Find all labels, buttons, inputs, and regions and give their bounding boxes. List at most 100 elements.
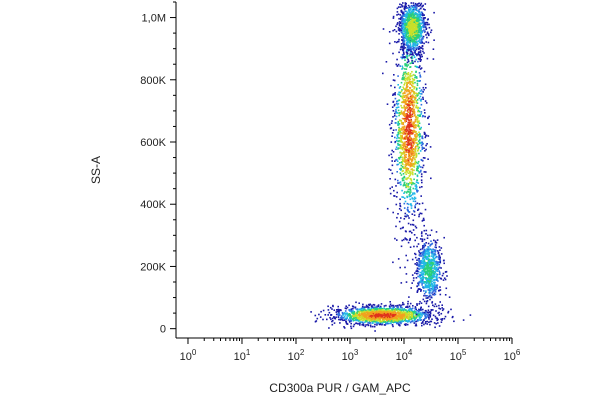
event-dot: [367, 311, 369, 314]
event-dot: [419, 277, 422, 280]
event-dot: [408, 137, 411, 139]
event-dot: [415, 95, 417, 97]
event-dot: [391, 318, 393, 321]
event-dot: [408, 130, 410, 133]
event-dot: [405, 107, 407, 110]
event-dot: [371, 314, 373, 317]
event-dot: [411, 81, 414, 84]
event-dot: [428, 287, 431, 290]
event-dot: [421, 143, 424, 146]
event-dot: [436, 264, 439, 267]
event-dot: [364, 315, 366, 318]
event-dot: [434, 326, 436, 329]
event-dot: [413, 193, 416, 195]
event-dot: [337, 308, 340, 311]
event-dot: [404, 148, 406, 151]
event-dot: [418, 38, 421, 41]
event-dot: [390, 305, 393, 307]
event-dot: [408, 125, 411, 128]
event-dot: [406, 171, 409, 173]
event-dot: [427, 246, 430, 249]
event-dot: [404, 318, 407, 321]
event-dot: [434, 240, 437, 242]
event-dot: [426, 57, 429, 60]
event-dot: [417, 46, 419, 49]
event-dot: [422, 86, 425, 89]
event-dot: [428, 23, 430, 26]
event-dot: [409, 107, 412, 109]
event-dot: [415, 115, 417, 118]
event-dot: [428, 311, 430, 313]
event-dot: [401, 144, 404, 146]
event-dot: [411, 309, 413, 311]
event-dot: [374, 323, 376, 326]
event-dot: [413, 317, 415, 319]
event-dot: [415, 8, 417, 11]
event-dot: [409, 165, 412, 167]
event-dot: [339, 322, 341, 324]
event-dot: [399, 86, 402, 88]
event-dot: [412, 15, 415, 18]
event-dot: [409, 147, 412, 149]
event-dot: [415, 162, 417, 165]
event-dot: [400, 17, 402, 19]
event-dot: [413, 140, 415, 143]
event-dot: [406, 137, 409, 139]
event-dot: [421, 12, 424, 15]
event-dot: [413, 39, 416, 42]
event-dot: [419, 32, 421, 34]
event-dot: [429, 263, 432, 265]
y-tick-label: 600K: [140, 137, 166, 149]
event-dot: [380, 317, 382, 320]
event-dot: [397, 131, 399, 134]
event-dot: [411, 129, 413, 132]
event-dot: [402, 56, 404, 59]
event-dot: [418, 53, 420, 56]
event-dot: [421, 181, 423, 184]
event-dot: [407, 72, 410, 74]
event-dot: [415, 184, 417, 186]
event-dot: [410, 155, 413, 157]
event-dot: [414, 17, 417, 19]
event-dot: [429, 277, 431, 280]
event-dot: [431, 277, 433, 279]
event-dot: [412, 54, 414, 56]
event-dot: [413, 98, 416, 101]
event-dot: [422, 257, 424, 259]
event-dot: [409, 230, 412, 233]
event-dot: [414, 44, 417, 46]
event-dot: [388, 310, 390, 312]
event-dot: [405, 86, 408, 89]
event-dot: [440, 321, 443, 323]
event-dot: [425, 233, 427, 235]
event-dot: [403, 166, 405, 169]
event-dot: [413, 49, 415, 52]
event-dot: [437, 322, 439, 324]
event-dot: [409, 302, 412, 305]
event-dot: [402, 163, 404, 166]
event-dot: [402, 122, 404, 124]
event-dot: [411, 96, 413, 99]
event-dot: [354, 313, 357, 315]
event-dot: [338, 313, 340, 315]
event-dot: [401, 11, 404, 13]
event-dot: [432, 314, 435, 317]
event-dot: [398, 21, 401, 23]
event-dot: [421, 321, 424, 324]
event-dot: [406, 196, 409, 199]
event-dot: [410, 203, 412, 205]
event-dot: [412, 148, 415, 150]
event-dot: [399, 6, 402, 8]
event-dot: [400, 127, 403, 130]
x-tick-label: 105: [450, 348, 467, 363]
event-dot: [411, 149, 414, 151]
event-dot: [408, 194, 411, 196]
event-dot: [403, 40, 406, 43]
event-dot: [417, 13, 420, 16]
event-dot: [400, 183, 402, 186]
event-dot: [414, 148, 417, 151]
event-dot: [414, 81, 416, 84]
event-dot: [435, 264, 438, 266]
event-dot: [410, 56, 412, 59]
event-dot: [412, 187, 415, 190]
